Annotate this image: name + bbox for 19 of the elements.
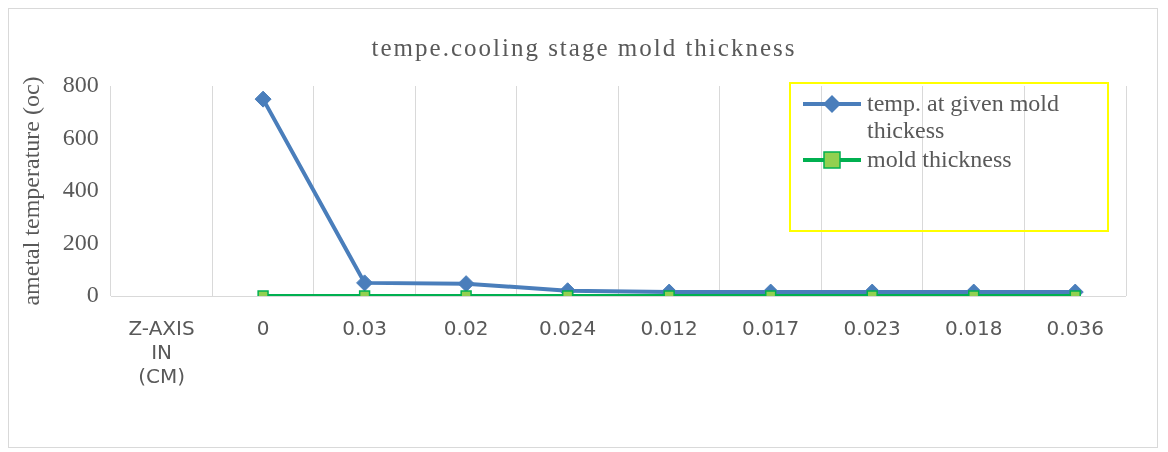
- x-tick-label: Z-AXIS IN (CM): [128, 316, 195, 389]
- point: [254, 90, 272, 108]
- x-tick-label: 0.036: [1046, 316, 1104, 341]
- x-tick-label: 0.018: [945, 316, 1003, 341]
- x-tick-label: 0.017: [742, 316, 800, 341]
- y-tick-label: 800: [62, 71, 99, 98]
- y-tick-label: 600: [62, 123, 99, 150]
- y-tick-label: 0: [86, 281, 99, 308]
- y-tick-label: 200: [62, 228, 99, 255]
- x-tick-label: 0.03: [342, 316, 387, 341]
- chart-title: tempe.cooling stage mold thickness: [370, 34, 798, 62]
- x-tick-label: 0.024: [539, 316, 597, 341]
- y-tick-label: 400: [62, 176, 99, 203]
- x-tick-label: 0.02: [443, 316, 489, 341]
- x-tick-label: 0.012: [640, 316, 698, 341]
- y-axis-title: ametal temperature (oc): [17, 76, 44, 306]
- legend-label: mold thickness: [867, 146, 1012, 173]
- x-tick-label: 0.023: [843, 316, 901, 341]
- x-tick-label: 0: [256, 316, 270, 341]
